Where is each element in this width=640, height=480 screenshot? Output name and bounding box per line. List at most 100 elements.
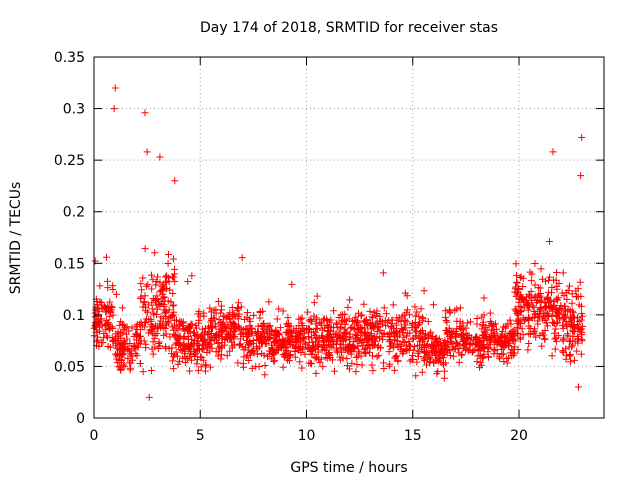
data-point (250, 312, 258, 320)
data-point (266, 322, 274, 330)
data-point (548, 352, 556, 360)
data-point (503, 334, 511, 342)
data-point (498, 350, 506, 358)
data-point (231, 312, 239, 320)
data-point (319, 326, 327, 334)
data-point (209, 314, 217, 322)
data-point (250, 349, 258, 357)
data-point (517, 307, 525, 315)
data-point (328, 343, 336, 351)
data-point (420, 349, 428, 357)
data-point (478, 313, 486, 321)
data-point (428, 347, 436, 355)
data-point (141, 292, 149, 300)
data-point (559, 321, 567, 329)
data-point (493, 332, 501, 340)
data-point (566, 350, 574, 358)
data-point (442, 359, 450, 367)
data-point (301, 350, 309, 358)
data-point (567, 358, 575, 366)
data-point (525, 322, 533, 330)
data-point (140, 299, 148, 307)
data-point (117, 365, 125, 373)
data-point (108, 323, 116, 331)
data-point (408, 324, 416, 332)
data-point (159, 281, 167, 289)
data-point (245, 356, 253, 364)
data-point (417, 329, 425, 337)
data-point (578, 337, 586, 345)
data-point (168, 273, 176, 281)
data-point (345, 348, 353, 356)
data-point (255, 362, 263, 370)
data-point (534, 320, 542, 328)
data-point (166, 286, 174, 294)
data-point (334, 348, 342, 356)
data-point (296, 331, 304, 339)
data-point (352, 353, 360, 361)
data-point (530, 330, 538, 337)
y-tick-label: 0.35 (54, 50, 85, 66)
data-point (527, 277, 535, 285)
data-point (205, 323, 213, 331)
data-point (283, 347, 291, 355)
data-point (371, 341, 379, 349)
data-point (316, 318, 324, 326)
data-point (563, 330, 571, 338)
data-point (288, 332, 296, 340)
data-point (436, 348, 444, 356)
data-point (513, 309, 521, 317)
x-tick-label: 5 (196, 428, 205, 444)
data-point (348, 317, 356, 325)
data-point (524, 306, 532, 314)
data-point (279, 351, 287, 359)
data-point (315, 340, 323, 348)
data-point (273, 346, 281, 354)
data-point (522, 297, 530, 305)
data-point (521, 316, 529, 324)
data-point (214, 331, 222, 339)
data-point (201, 367, 209, 375)
data-point (444, 340, 452, 348)
data-point (113, 290, 121, 298)
y-tick-label: 0.15 (54, 256, 85, 272)
data-point (553, 282, 561, 290)
data-point (131, 342, 139, 350)
data-point (154, 273, 162, 281)
data-point (119, 347, 127, 355)
data-point (227, 324, 235, 332)
data-point (280, 337, 288, 345)
data-point (364, 321, 372, 329)
data-point (478, 342, 486, 350)
data-point (449, 352, 457, 360)
data-point (126, 364, 134, 372)
data-point (337, 341, 345, 349)
data-point (186, 324, 194, 332)
data-point (417, 305, 425, 313)
data-point (236, 340, 244, 348)
data-point (188, 272, 196, 280)
data-point (504, 320, 512, 328)
data-point (330, 307, 338, 315)
data-point (578, 312, 586, 320)
data-point (284, 323, 292, 331)
data-point (380, 304, 388, 312)
data-point (256, 332, 264, 340)
data-point (573, 347, 581, 355)
data-point (461, 337, 469, 345)
data-point (484, 348, 492, 356)
data-point (451, 306, 459, 314)
data-point (105, 326, 113, 334)
data-point (565, 318, 573, 326)
data-point (361, 330, 369, 338)
data-point (238, 254, 246, 262)
data-point (141, 245, 149, 253)
data-point (399, 329, 407, 337)
data-point (232, 323, 240, 331)
data-point (423, 343, 431, 351)
data-point (215, 297, 223, 305)
data-point (442, 327, 450, 335)
data-point (96, 298, 104, 306)
data-point (92, 319, 100, 327)
